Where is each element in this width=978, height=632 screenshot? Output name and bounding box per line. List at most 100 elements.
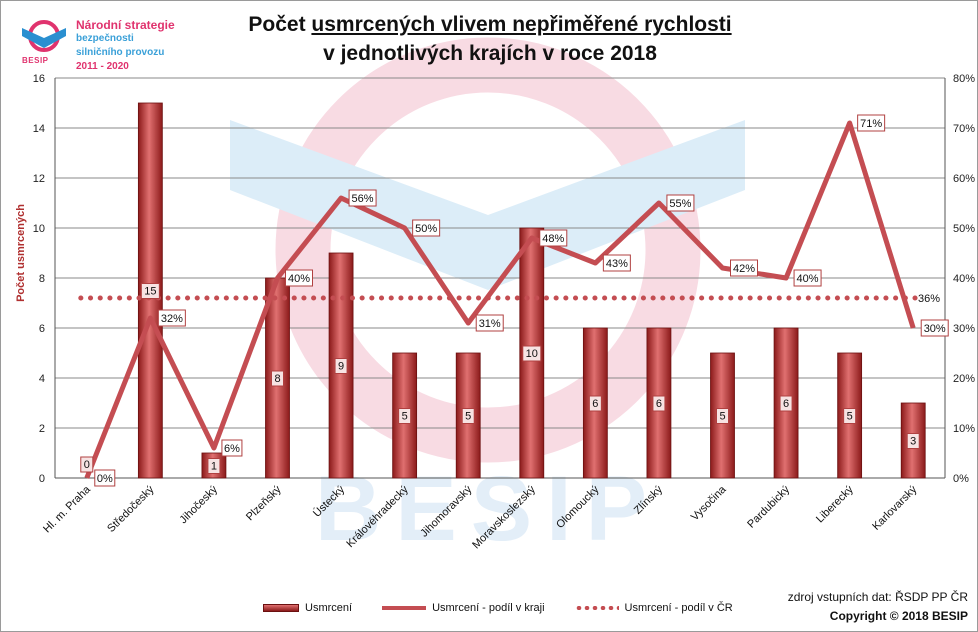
y2-tick-label: 0% <box>953 473 969 485</box>
share-value-label: 48% <box>542 233 564 245</box>
share-value-label: 55% <box>669 198 691 210</box>
logo: BESIP Národní strategie bezpečnosti siln… <box>20 18 175 72</box>
category-label: Jihočeský <box>177 483 220 526</box>
bar-value-label: 9 <box>338 361 344 373</box>
bar-label-box <box>522 345 542 362</box>
bar-value-label: 8 <box>274 373 280 385</box>
category-label: Karlovarský <box>870 483 919 532</box>
bar-label-box <box>461 408 475 424</box>
bar-label-box <box>334 358 348 374</box>
category-label: Hl. m. Praha <box>41 483 93 535</box>
watermark-logo: BESIP <box>230 37 745 560</box>
y-tick-label: 8 <box>39 273 45 285</box>
logo-line3: silničního provozu <box>76 47 165 58</box>
bar-label-box <box>716 408 729 424</box>
bar-label-box <box>906 433 920 449</box>
copyright-note: Copyright © 2018 BESIP <box>829 609 968 623</box>
bar-value-label: 5 <box>847 411 853 423</box>
bar-label-box <box>398 408 412 424</box>
category-label: Vysočina <box>689 483 729 523</box>
share-label-box <box>475 314 504 332</box>
bar-value-label: 6 <box>783 398 789 410</box>
legend: Usmrcení Usmrcení - podíl v kraji Usmrce… <box>263 602 763 614</box>
y2-tick-label: 30% <box>953 323 975 335</box>
y-tick-label: 16 <box>33 73 45 85</box>
bar-label-box <box>140 283 160 299</box>
legend-swatch-dotted <box>574 606 619 610</box>
regional-share-line <box>84 120 916 479</box>
share-label-box <box>285 269 313 287</box>
legend-swatch-bar <box>263 604 299 612</box>
share-label-box <box>602 254 631 272</box>
title-line2: v jednotlivých krajích v roce 2018 <box>323 42 657 65</box>
y-tick-label: 12 <box>33 173 45 185</box>
bar-value-label: 1 <box>211 461 217 473</box>
y-tick-label: 4 <box>39 373 45 385</box>
national-share-label: 36% <box>918 293 940 305</box>
legend-item-dotted: Usmrcení - podíl v ČR <box>574 602 733 614</box>
share-label-box <box>348 189 377 207</box>
share-value-label: 40% <box>797 273 819 285</box>
bar-label-box <box>779 395 793 412</box>
source-note: zdroj vstupních dat: ŘSDP PP ČR <box>787 590 968 604</box>
share-label-box <box>857 114 886 132</box>
title-line1-a: Počet <box>248 13 312 36</box>
share-label-box <box>666 194 695 212</box>
share-value-label: 0% <box>97 473 113 485</box>
share-value-label: 30% <box>924 323 946 335</box>
y2-tick-label: 10% <box>953 423 975 435</box>
share-label-box <box>793 269 822 287</box>
y2-tick-label: 60% <box>953 173 975 185</box>
category-label: Liberecký <box>814 483 856 525</box>
logo-brand: BESIP <box>22 56 49 65</box>
share-value-label: 56% <box>352 193 374 205</box>
share-label-box <box>221 439 243 457</box>
legend-label-dotted: Usmrcení - podíl v ČR <box>624 602 733 614</box>
y-tick-label: 0 <box>39 473 45 485</box>
y2-tick-label: 40% <box>953 273 975 285</box>
bar-value-label: 0 <box>84 459 90 471</box>
share-label-box <box>94 469 116 487</box>
bar-label-box <box>207 458 221 474</box>
share-value-label: 32% <box>161 313 183 325</box>
y-tick-label: 14 <box>33 123 45 135</box>
category-label: Středočeský <box>105 483 157 535</box>
besip-logo-icon <box>22 20 66 52</box>
share-value-label: 50% <box>415 223 437 235</box>
bar-value-label: 15 <box>144 286 156 298</box>
share-value-label: 42% <box>733 263 755 275</box>
watermark-text: BESIP <box>315 458 661 560</box>
share-label-box <box>730 259 758 277</box>
y2-tick-label: 20% <box>953 373 975 385</box>
data-labels: 0 15 1 8 9 5 5 10 6 6 5 6 5 3 36% 0% 32% 6% 40% 56% 50% 31% 48… <box>80 114 949 487</box>
legend-label-line: Usmrcení - podíl v kraji <box>432 602 545 614</box>
bar-value-label: 6 <box>592 398 598 410</box>
legend-item-bars: Usmrcení <box>263 602 352 614</box>
y2-tick-label: 80% <box>953 73 975 85</box>
bar-label-box <box>588 395 602 412</box>
share-value-label: 43% <box>606 258 628 270</box>
bar-value-label: 5 <box>719 411 725 423</box>
bar-label-box <box>80 456 94 473</box>
bar-value-label: 10 <box>526 348 538 360</box>
bar-value-label: 3 <box>910 436 916 448</box>
bar-label-box <box>271 370 284 387</box>
title-line1-b: usmrcených vlivem nepřiměřené rychlosti <box>311 13 732 36</box>
share-label-box <box>412 219 441 237</box>
bar-value-label: 5 <box>465 411 471 423</box>
legend-swatch-line <box>382 606 427 610</box>
y-axis-label: Počet usmrcených <box>15 204 27 302</box>
chart-title: Počet usmrcených vlivem nepřiměřené rych… <box>210 10 770 68</box>
logo-line4: 2011 - 2020 <box>76 61 129 72</box>
share-value-label: 71% <box>860 118 882 130</box>
line-series <box>78 120 922 479</box>
share-label-box <box>539 229 568 247</box>
share-value-label: 6% <box>224 443 240 455</box>
logo-line1: Národní strategie <box>76 18 175 32</box>
legend-label-bars: Usmrcení <box>305 602 353 614</box>
share-label-box <box>920 319 949 337</box>
y2-tick-label: 70% <box>953 123 975 135</box>
logo-line2: bezpečnosti <box>76 33 134 44</box>
share-value-label: 31% <box>479 318 501 330</box>
